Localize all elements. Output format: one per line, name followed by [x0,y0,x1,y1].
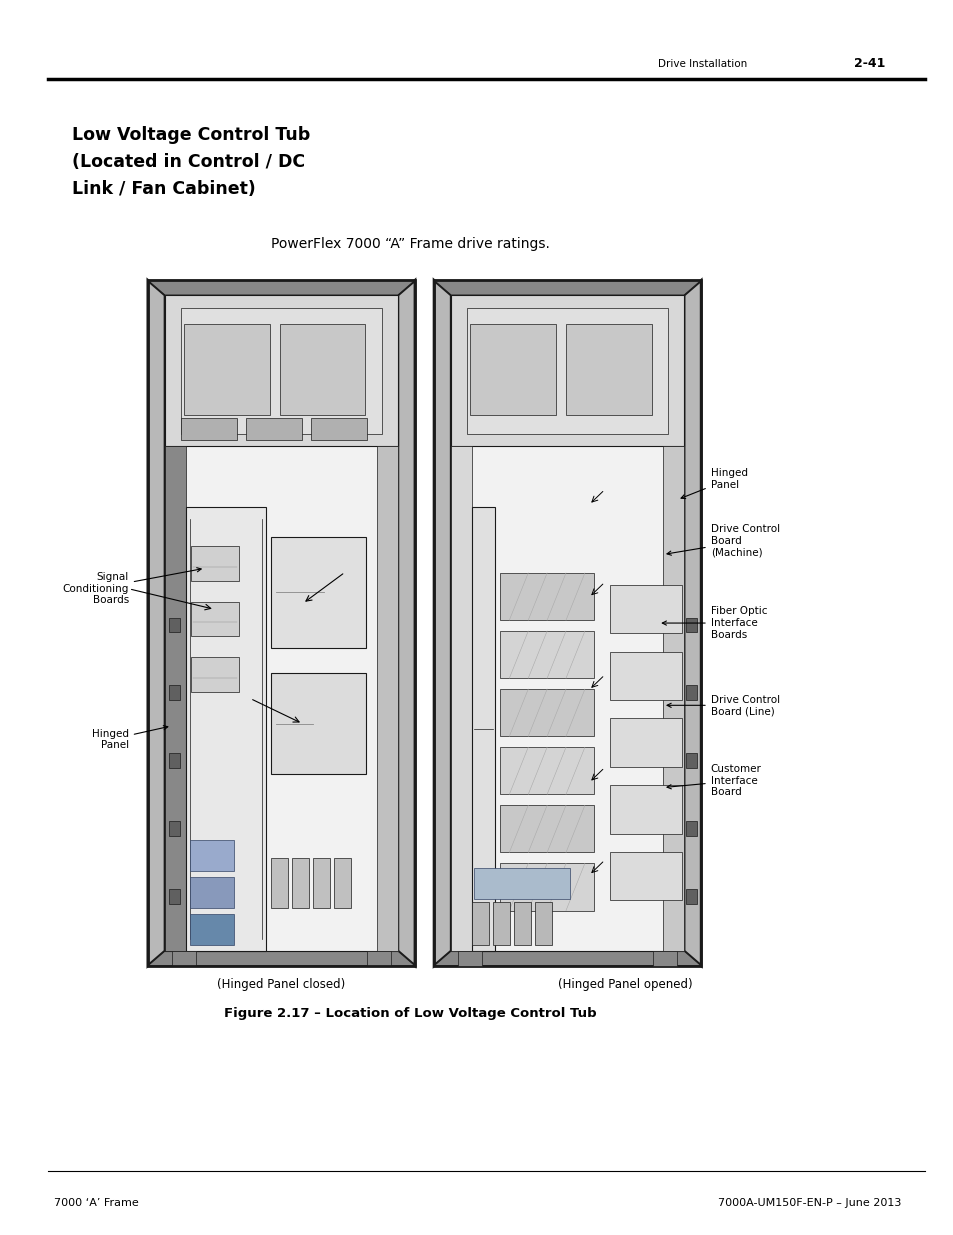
Text: 2-41: 2-41 [853,57,884,70]
Bar [535,902,552,945]
Bar [685,821,697,836]
Bar [470,324,556,415]
Bar [181,308,381,433]
Bar [499,863,594,910]
Bar [279,324,365,415]
Bar [493,902,510,945]
Text: (Located in Control / DC: (Located in Control / DC [71,153,304,172]
Bar [172,951,195,966]
Text: Figure 2.17 – Location of Low Voltage Control Tub: Figure 2.17 – Location of Low Voltage Co… [224,1007,596,1020]
Bar [451,295,683,446]
Polygon shape [434,951,700,966]
Text: Drive Control
Board
(Machine): Drive Control Board (Machine) [666,524,779,557]
Bar [685,618,697,632]
Bar [685,753,697,768]
Bar [451,295,683,951]
Bar [169,889,180,904]
Bar [165,446,186,951]
Text: Fiber Optic
Interface
Boards: Fiber Optic Interface Boards [661,606,766,640]
Bar [662,446,683,951]
Bar [311,417,366,440]
Polygon shape [434,280,700,295]
Bar [334,858,351,908]
Text: (Hinged Panel opened): (Hinged Panel opened) [557,978,692,992]
Bar [376,446,397,951]
Text: 7000A-UM150F-EN-P – June 2013: 7000A-UM150F-EN-P – June 2013 [718,1198,901,1208]
Bar [367,951,391,966]
Bar [271,858,288,908]
Bar [246,417,301,440]
Bar [451,446,472,951]
Bar [169,618,180,632]
Bar [609,652,681,700]
Bar [685,889,697,904]
Bar [499,689,594,736]
Bar [499,631,594,678]
Bar [271,537,366,648]
Bar [565,324,651,415]
Polygon shape [683,280,700,966]
Polygon shape [148,280,165,966]
Text: 7000 ‘A’ Frame: 7000 ‘A’ Frame [54,1198,139,1208]
Polygon shape [148,951,415,966]
Bar [190,840,233,871]
Text: PowerFlex 7000 “A” Frame drive ratings.: PowerFlex 7000 “A” Frame drive ratings. [271,237,549,251]
Bar [609,852,681,900]
Text: Signal
Conditioning
Boards: Signal Conditioning Boards [62,568,201,605]
Bar [499,747,594,794]
Bar [169,753,180,768]
Bar [514,902,531,945]
Bar [181,417,236,440]
Bar [457,951,481,966]
Bar [609,585,681,634]
Bar [169,821,180,836]
Bar [653,951,677,966]
Bar [186,506,266,951]
Text: Hinged
Panel: Hinged Panel [680,468,747,499]
Bar [165,295,397,446]
Bar [190,914,233,945]
Bar [685,685,697,700]
Bar [165,295,397,951]
Bar [292,858,309,908]
Bar [474,868,569,899]
Bar [313,858,330,908]
Bar [609,785,681,834]
Bar [499,805,594,852]
Polygon shape [434,280,451,966]
Bar [169,685,180,700]
Bar [499,573,594,620]
Bar [191,657,238,692]
Text: Drive Installation: Drive Installation [658,59,747,69]
Bar [467,308,667,433]
Polygon shape [148,280,415,295]
Bar [191,601,238,636]
Text: (Hinged Panel closed): (Hinged Panel closed) [217,978,345,992]
Bar [472,506,495,951]
Bar [191,546,238,580]
Bar [609,719,681,767]
Polygon shape [397,280,415,966]
Text: Drive Control
Board (Line): Drive Control Board (Line) [666,694,779,716]
Bar [190,877,233,908]
Text: Low Voltage Control Tub: Low Voltage Control Tub [71,126,310,144]
Text: Customer
Interface
Board: Customer Interface Board [666,764,760,798]
Text: Link / Fan Cabinet): Link / Fan Cabinet) [71,180,255,199]
Bar [184,324,270,415]
Bar [472,902,489,945]
Text: Hinged
Panel: Hinged Panel [91,726,168,751]
Bar [271,673,366,774]
